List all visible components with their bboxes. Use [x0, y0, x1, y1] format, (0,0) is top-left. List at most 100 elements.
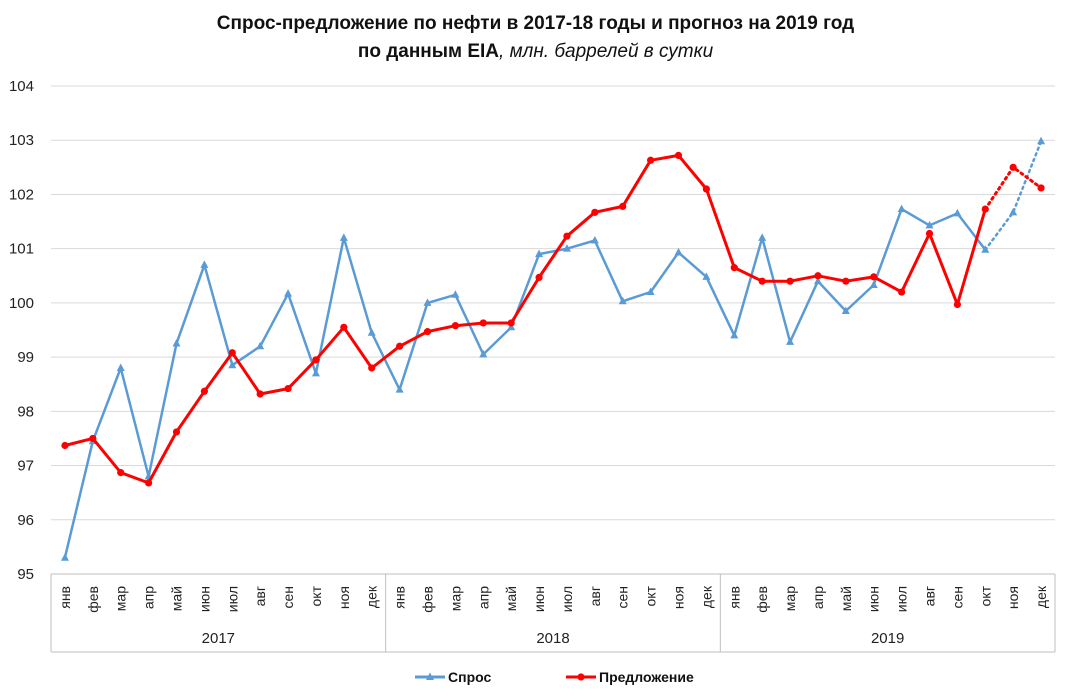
- data-point: [786, 337, 795, 345]
- series-line: [63, 207, 987, 558]
- gridlines: [51, 85, 1055, 575]
- data-point: [535, 273, 543, 282]
- x-tick-label: фев: [420, 586, 436, 613]
- x-tick-label: дек: [1033, 585, 1049, 608]
- data-point: [618, 296, 627, 305]
- chart-title-line1: Спрос-предложение по нефти в 2017-18 год…: [216, 13, 855, 34]
- data-point: [60, 553, 69, 561]
- data-point: [256, 390, 264, 398]
- x-tick-label: сен: [949, 586, 965, 609]
- data-point: [367, 328, 376, 336]
- y-axis: 95 96 97 98 99 100 101 102 103 104: [9, 78, 34, 583]
- x-tick-label: янв: [392, 586, 408, 609]
- data-point: [117, 469, 125, 477]
- y-tick-label: 95: [17, 566, 34, 583]
- x-tick-label: фев: [754, 586, 770, 613]
- data-point: [256, 341, 265, 350]
- legend-marker: [577, 673, 585, 681]
- data-point: [368, 364, 376, 372]
- y-tick-label: 99: [17, 349, 34, 366]
- year-label: 2017: [202, 630, 235, 647]
- x-tick-label: окт: [977, 585, 993, 606]
- chart-subtitle-source: по данным EIA: [357, 41, 500, 62]
- legend-marker: [426, 672, 434, 680]
- data-point: [841, 306, 850, 315]
- x-tick-label: июл: [224, 586, 240, 612]
- x-tick-label: сен: [615, 586, 631, 609]
- series-demand: [60, 136, 1046, 561]
- data-point: [423, 328, 432, 336]
- legend: Спрос Предложение: [415, 669, 694, 685]
- legend-item-supply: Предложение: [566, 669, 694, 685]
- data-point: [897, 204, 906, 213]
- data-point: [145, 479, 153, 487]
- y-tick-label: 97: [17, 458, 34, 475]
- data-point: [89, 434, 97, 443]
- data-point: [116, 363, 125, 371]
- x-tick-label: ноя: [1005, 586, 1021, 609]
- data-point: [340, 323, 348, 331]
- data-point: [674, 247, 683, 256]
- data-point: [870, 273, 878, 281]
- x-tick-label: май: [503, 586, 519, 611]
- x-tick-label: май: [838, 586, 854, 611]
- data-point: [953, 208, 962, 217]
- y-tick-label: 104: [9, 78, 34, 95]
- legend-label: Предложение: [599, 669, 694, 685]
- data-point: [730, 264, 738, 272]
- data-point: [953, 300, 961, 309]
- x-tick-label: фев: [85, 586, 101, 613]
- data-point: [786, 277, 794, 285]
- data-point: [451, 290, 460, 298]
- data-point: [311, 368, 320, 377]
- x-tick-label: мар: [782, 586, 798, 611]
- data-point: [814, 272, 822, 280]
- data-point: [1009, 207, 1018, 216]
- data-point: [172, 339, 181, 347]
- x-tick-label: апр: [475, 586, 491, 609]
- x-tick-label: авг: [252, 586, 268, 606]
- data-point: [423, 298, 432, 306]
- data-point: [898, 288, 906, 296]
- data-point: [591, 208, 599, 216]
- data-point: [869, 280, 878, 288]
- data-point: [563, 232, 571, 240]
- y-tick-label: 96: [17, 512, 34, 529]
- data-point: [842, 277, 850, 285]
- data-point: [339, 233, 348, 241]
- x-tick-label: июн: [531, 586, 547, 612]
- year-label: 2018: [536, 630, 569, 647]
- x-tick-label: мар: [447, 586, 463, 611]
- data-point: [646, 287, 655, 296]
- y-tick-label: 103: [9, 132, 34, 149]
- x-tick-label: окт: [643, 585, 659, 606]
- x-tick-label: авг: [587, 586, 603, 606]
- data-point: [396, 342, 404, 350]
- data-point: [1009, 163, 1017, 171]
- series-layer: [60, 136, 1046, 561]
- x-tick-label: апр: [810, 586, 826, 609]
- data-point: [758, 233, 767, 241]
- x-tick-label: июн: [196, 586, 212, 612]
- chart-title: Спрос-предложение по нефти в 2017-18 год…: [0, 10, 1071, 66]
- data-point: [730, 330, 739, 339]
- legend-item-demand: Спрос: [415, 669, 491, 685]
- data-point: [507, 319, 515, 327]
- data-point: [61, 441, 69, 450]
- x-tick-label: янв: [726, 586, 742, 609]
- x-tick-label: ноя: [336, 586, 352, 609]
- data-point: [284, 384, 292, 393]
- series-forecast-line: [983, 165, 1043, 211]
- data-point: [451, 322, 459, 330]
- x-tick-label: дек: [364, 585, 380, 608]
- data-point: [395, 385, 404, 393]
- data-point: [1037, 184, 1045, 192]
- data-point: [981, 245, 990, 253]
- data-point: [479, 319, 487, 327]
- data-point: [925, 220, 934, 229]
- x-tick-label: мар: [113, 586, 129, 611]
- data-point: [590, 236, 599, 244]
- data-point: [813, 276, 822, 285]
- x-tick-label: июл: [894, 586, 910, 612]
- data-point: [228, 360, 237, 369]
